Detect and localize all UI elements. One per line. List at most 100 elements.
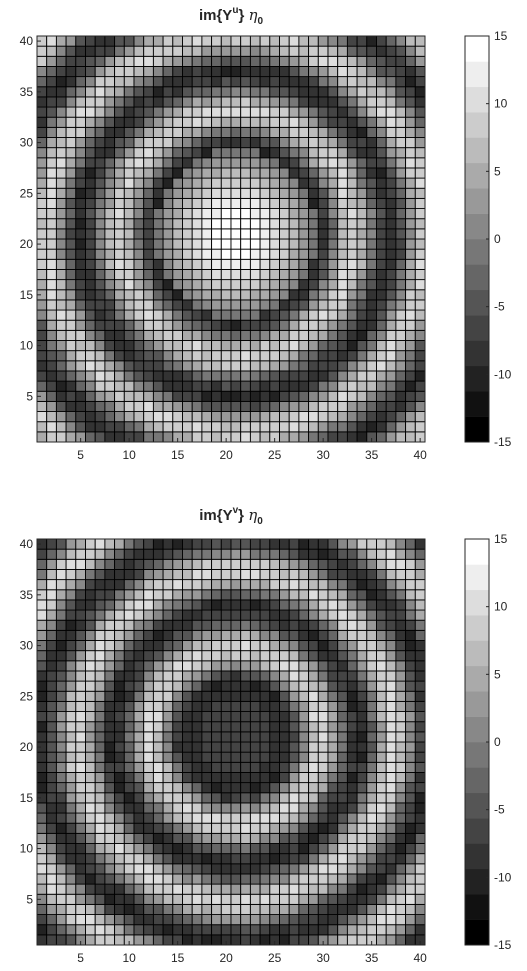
heatmap-cell [85, 137, 96, 149]
heatmap-cell [249, 187, 261, 199]
heatmap-cell [65, 157, 77, 169]
heatmap-cell [182, 873, 193, 885]
heatmap-cell [279, 650, 290, 662]
heatmap-cell [123, 619, 135, 631]
heatmap-cell [366, 568, 377, 581]
heatmap-cell [172, 360, 183, 372]
heatmap-cell [55, 924, 67, 936]
heatmap-cell [240, 812, 251, 824]
heatmap-cell [327, 853, 339, 865]
heatmap-cell [230, 370, 242, 382]
heatmap-cell [191, 96, 203, 108]
heatmap-cell [230, 299, 242, 311]
heatmap-cell [269, 761, 280, 773]
heatmap-cell [143, 370, 154, 382]
colorbar-swatch [465, 615, 489, 641]
heatmap-cell [152, 924, 164, 936]
heatmap-cell [337, 558, 348, 570]
heatmap-cell [162, 197, 174, 209]
heatmap-cell [104, 218, 116, 230]
heatmap-cell [240, 380, 251, 392]
heatmap-cell [288, 711, 300, 723]
heatmap-cell [269, 106, 280, 118]
heatmap-cell [46, 55, 57, 67]
heatmap-cell [133, 751, 145, 763]
heatmap-cell [162, 538, 174, 550]
heatmap-cell [75, 76, 86, 88]
heatmap-cell [172, 903, 183, 915]
heatmap-cell [327, 350, 339, 362]
heatmap-cell [366, 35, 377, 47]
heatmap-cell [269, 629, 280, 641]
heatmap-cell [376, 711, 387, 723]
heatmap-cell [55, 329, 67, 341]
x-tick-label: 35 [365, 951, 379, 965]
heatmap-cell [143, 65, 154, 78]
heatmap-cell [288, 167, 300, 179]
heatmap-cell [152, 802, 164, 814]
heatmap-cell [65, 660, 77, 672]
heatmap-cell [259, 914, 271, 926]
heatmap-cell [36, 96, 48, 108]
heatmap-cell [279, 380, 290, 392]
heatmap-cell [46, 853, 57, 865]
heatmap-cell [172, 792, 183, 804]
heatmap-cell [288, 177, 300, 189]
heatmap-cell [55, 400, 67, 412]
heatmap-cell [85, 538, 96, 550]
heatmap-cell [240, 700, 251, 712]
heatmap-cell [152, 883, 164, 895]
heatmap-cell [327, 400, 339, 412]
heatmap-cell [123, 548, 135, 560]
heatmap-cell [191, 86, 203, 98]
heatmap-cell [114, 609, 125, 621]
heatmap-cell [152, 76, 164, 88]
heatmap-cell [133, 431, 145, 443]
heatmap-cell [346, 208, 358, 220]
heatmap-cell [133, 380, 145, 392]
heatmap-cell [298, 35, 310, 47]
heatmap-cell [317, 721, 329, 733]
heatmap-cell [220, 589, 232, 601]
heatmap-cell [337, 731, 348, 743]
heatmap-cell [152, 812, 164, 824]
heatmap-cell [143, 599, 154, 611]
heatmap-cell [405, 177, 416, 189]
y-tick-label: 30 [20, 639, 34, 653]
heatmap-cell [36, 147, 48, 159]
heatmap-cell [269, 55, 280, 67]
heatmap-cell [337, 873, 348, 885]
heatmap-cell [346, 893, 358, 905]
heatmap-cell [104, 411, 116, 423]
heatmap-cell [191, 76, 203, 88]
heatmap-cell [308, 711, 319, 723]
heatmap-cell [104, 421, 116, 433]
heatmap-cell [327, 421, 339, 433]
heatmap-cell [143, 197, 154, 209]
heatmap-cell [317, 802, 329, 814]
heatmap-cell [133, 690, 145, 702]
heatmap-cell [94, 86, 106, 98]
heatmap-cell [162, 269, 174, 281]
heatmap-cell [143, 609, 154, 621]
heatmap-cell [114, 629, 125, 641]
heatmap-cell [230, 187, 242, 199]
heatmap-cell [133, 782, 145, 794]
heatmap-cell [317, 680, 329, 692]
heatmap-cell [133, 340, 145, 352]
heatmap-cell [104, 258, 116, 270]
heatmap-cell [162, 599, 174, 611]
heatmap-cell [405, 390, 416, 402]
heatmap-cell [55, 883, 67, 895]
heatmap-cell [405, 700, 416, 712]
heatmap-cell [259, 390, 271, 402]
heatmap-cell [356, 761, 368, 773]
heatmap-cell [75, 772, 86, 784]
heatmap-cell [376, 350, 387, 362]
heatmap-cell [308, 751, 319, 763]
heatmap-cell [269, 65, 280, 78]
heatmap-cell [36, 400, 48, 412]
heatmap-cell [269, 400, 280, 412]
